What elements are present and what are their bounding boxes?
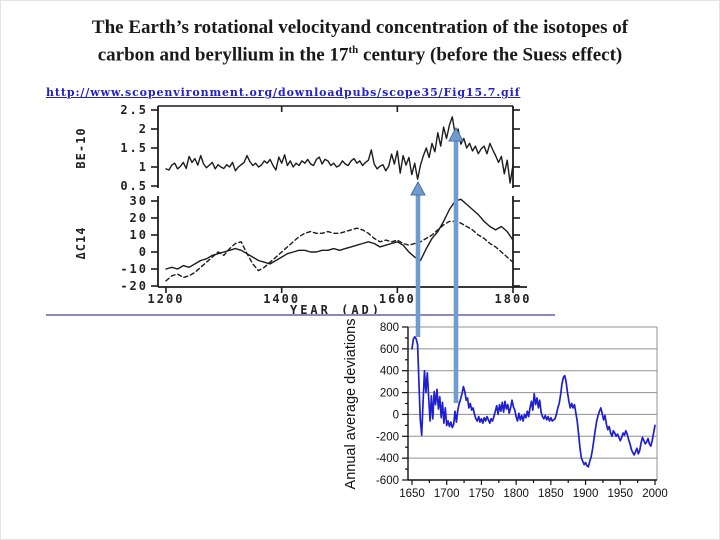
- year-tick-label: 1700: [434, 488, 460, 500]
- be10-tick-label: 2: [139, 122, 148, 136]
- be10-tick-label: 2.5: [120, 103, 148, 117]
- deviation-tick-label: -200: [376, 431, 399, 443]
- year-tick-label: 1600: [379, 292, 416, 306]
- source-link[interactable]: http://www.scopenvironment.org/downloadp…: [46, 86, 521, 99]
- x-axis-title: YEAR (AD): [290, 303, 382, 315]
- deviation-tick-label: 200: [380, 388, 399, 400]
- isotope-figure: 2.5 2 1.5 1 0.5 BE-10 30 20 10 0 -10 -20 ΔC14 1200 140…: [74, 103, 532, 315]
- year-tick-label: 1750: [469, 488, 495, 500]
- title-line-2: carbon and beryllium in the 17th century…: [97, 44, 623, 66]
- c14-tick-label: 30: [130, 194, 148, 208]
- year-tick-label: 2000: [642, 488, 668, 500]
- be10-tick-label: 0.5: [120, 179, 148, 193]
- c14-tick-label: -20: [120, 279, 148, 293]
- deviation-tick-label: -400: [376, 453, 399, 465]
- deviation-series: [411, 335, 656, 468]
- year-tick-label: 1200: [148, 292, 185, 306]
- slide-title: The Earth’s rotational velocityand conce…: [8, 16, 712, 66]
- c14-tick-label: -10: [120, 262, 148, 276]
- c14-tick-label: 10: [130, 228, 148, 242]
- separator-line: [46, 314, 555, 316]
- c14-dashed-series: [165, 220, 514, 282]
- year-tick-label: 1800: [503, 488, 529, 500]
- deviation-tick-label: 0: [393, 409, 399, 421]
- year-tick-label: 1900: [573, 488, 599, 500]
- year-tick-label: 1800: [495, 292, 532, 306]
- year-tick-label: 1400: [263, 292, 300, 306]
- y-axis-title: Annual average deviations: [343, 319, 359, 490]
- be10-series: [165, 116, 514, 184]
- be10-axis-title: BE-10: [74, 127, 88, 168]
- year-tick-label: 1950: [607, 488, 633, 500]
- year-tick-label: 1650: [399, 488, 425, 500]
- deviation-tick-label: 600: [380, 344, 399, 356]
- title-superscript: th: [348, 44, 359, 56]
- c14-axis-title: ΔC14: [74, 227, 88, 260]
- c14-tick-label: 20: [130, 211, 148, 225]
- be10-tick-label: 1.5: [120, 141, 148, 155]
- c14-tick-label: 0: [139, 245, 148, 259]
- be10-tick-label: 1: [139, 160, 148, 174]
- deviation-tick-label: 400: [380, 366, 399, 378]
- year-tick-label: 1850: [538, 488, 564, 500]
- deviation-tick-label: 800: [380, 322, 399, 334]
- c14-solid-series: [165, 198, 514, 270]
- title-line-1: The Earth’s rotational velocityand conce…: [91, 17, 629, 38]
- deviation-tick-label: -600: [376, 475, 399, 487]
